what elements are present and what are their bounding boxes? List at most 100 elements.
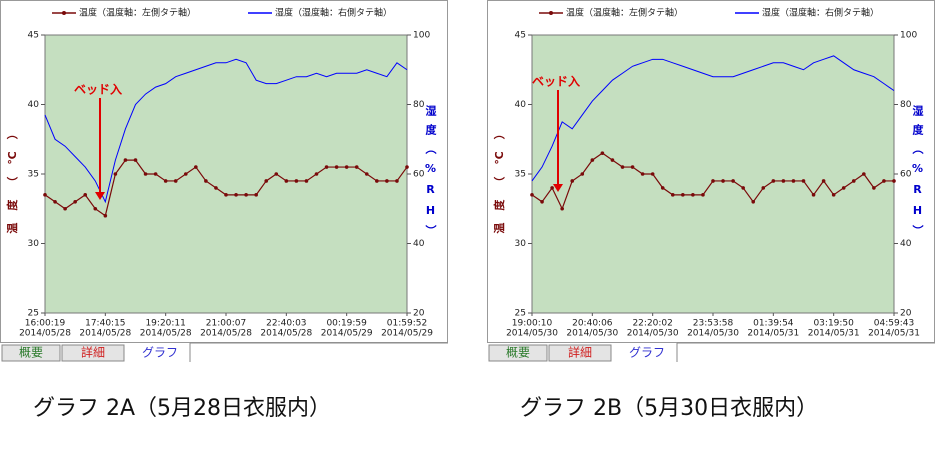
data-point: [701, 193, 705, 197]
tab[interactable]: [548, 344, 612, 362]
data-point: [821, 179, 826, 183]
x-tick-time: 19:20:11: [145, 319, 185, 329]
data-point: [63, 206, 67, 211]
data-point: [540, 200, 544, 204]
y-tick-label: 45: [515, 31, 526, 41]
data-point: [244, 193, 248, 197]
y2-tick-label: 20: [900, 309, 912, 319]
data-point: [284, 179, 289, 183]
x-tick-date: 2014/05/28: [19, 329, 71, 339]
x-tick-time: 19:00:10: [512, 319, 553, 329]
x-tick-date: 2014/05/31: [808, 329, 860, 339]
data-point: [204, 179, 208, 183]
tab[interactable]: [1, 344, 61, 362]
y-tick-label: 25: [515, 309, 526, 319]
data-point: [831, 193, 836, 197]
tab-label[interactable]: グラフ: [142, 346, 178, 360]
x-tick-date: 2014/05/30: [506, 329, 558, 339]
y2-tick-label: 20: [413, 309, 425, 319]
data-point: [53, 200, 57, 204]
x-tick-date: 2014/05/30: [566, 329, 618, 339]
annotation-arrowhead: [95, 192, 105, 200]
x-tick-date: 2014/05/29: [321, 329, 373, 339]
data-point: [234, 193, 238, 197]
data-point: [43, 193, 47, 197]
data-point: [761, 186, 766, 190]
tab-label[interactable]: グラフ: [629, 346, 665, 360]
annotation-arrowhead: [553, 184, 563, 192]
legend-label: 湿度（湿度軸：右側タテ軸）: [762, 7, 879, 19]
x-tick-time: 16:00:19: [25, 319, 66, 329]
x-tick-date: 2014/05/30: [687, 329, 739, 339]
data-point: [620, 165, 625, 169]
tab-label[interactable]: 詳細: [81, 345, 105, 360]
x-tick-time: 22:40:03: [266, 319, 306, 329]
data-point: [143, 172, 148, 176]
y-tick-label: 35: [515, 170, 526, 180]
annotation-text: ベッド入: [74, 83, 122, 97]
data-point: [741, 186, 745, 190]
tab[interactable]: [488, 344, 548, 362]
data-point: [254, 193, 258, 197]
x-tick-time: 03:19:50: [813, 319, 854, 329]
data-point: [721, 179, 725, 183]
legend-label: 温度（温度軸：左側タテ軸）: [566, 7, 683, 19]
data-point: [354, 165, 359, 169]
data-point: [640, 172, 645, 176]
x-tick-date: 2014/05/29: [381, 329, 433, 339]
data-point: [650, 172, 655, 176]
x-tick-time: 04:59:43: [874, 319, 914, 329]
y-tick-label: 25: [28, 309, 39, 319]
y2-tick-label: 40: [900, 239, 912, 249]
data-point: [93, 206, 98, 211]
data-point: [892, 179, 896, 183]
data-point: [344, 165, 349, 169]
y-tick-label: 45: [28, 31, 39, 41]
series-line: [531, 55, 895, 182]
data-point: [580, 172, 585, 176]
x-tick-date: 2014/05/31: [868, 329, 920, 339]
x-tick-time: 20:40:06: [572, 319, 613, 329]
y2-tick-label: 60: [413, 170, 425, 180]
legend-marker: [62, 11, 66, 15]
data-point: [781, 179, 786, 183]
tab-label[interactable]: 概要: [506, 346, 530, 360]
data-point: [791, 179, 796, 183]
data-point: [811, 193, 816, 197]
data-point: [224, 193, 228, 197]
data-point: [153, 172, 158, 176]
data-point: [294, 179, 299, 183]
tab-label[interactable]: 概要: [19, 346, 43, 360]
data-point: [560, 206, 564, 211]
data-point: [163, 179, 168, 183]
plot-area: [531, 34, 895, 314]
y2-axis-title: 湿度（%RH）: [424, 104, 438, 244]
data-point: [173, 179, 178, 183]
x-tick-date: 2014/05/28: [79, 329, 131, 339]
data-point: [83, 193, 88, 197]
data-point: [731, 179, 735, 183]
data-point: [851, 179, 856, 183]
data-point: [600, 151, 605, 155]
data-point: [304, 179, 309, 183]
data-point: [660, 186, 665, 190]
x-tick-time: 22:20:02: [632, 319, 672, 329]
y2-tick-label: 100: [900, 31, 917, 41]
data-point: [214, 186, 218, 190]
tab-label[interactable]: 詳細: [568, 345, 592, 360]
y-axis-title: 温度（℃）: [492, 116, 506, 233]
x-tick-time: 23:53:58: [693, 319, 734, 329]
data-point: [194, 165, 198, 169]
data-point: [274, 172, 279, 176]
data-point: [862, 172, 866, 176]
data-point: [841, 186, 846, 190]
data-point: [385, 179, 389, 183]
tab[interactable]: [61, 344, 125, 362]
annotation-text: ベッド入: [532, 75, 580, 89]
data-point: [550, 186, 554, 190]
series-line: [44, 58, 408, 204]
plot-area: [44, 34, 408, 314]
y2-tick-label: 100: [413, 31, 430, 41]
data-point: [610, 158, 615, 162]
